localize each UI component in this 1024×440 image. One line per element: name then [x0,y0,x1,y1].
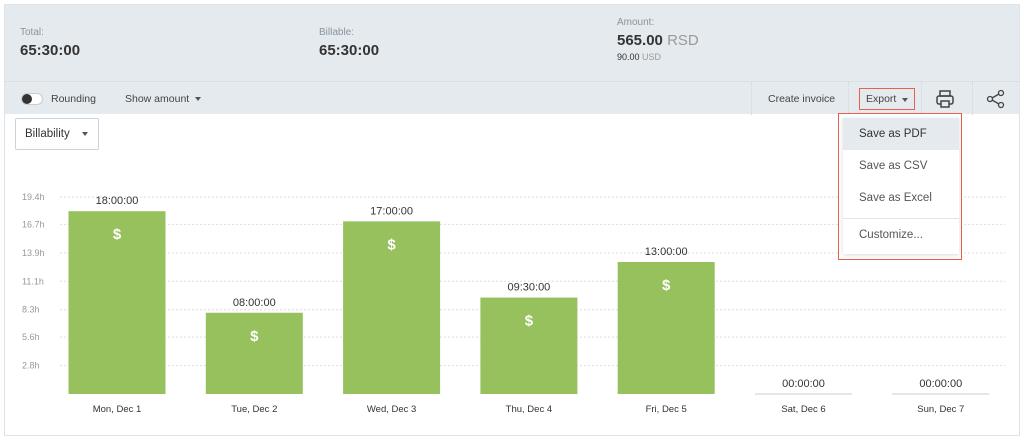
x-tick-label: Sun, Dec 7 [917,404,964,415]
x-tick-label: Wed, Dec 3 [367,404,416,415]
toolbar: Rounding Show amount Create invoice Expo… [5,81,1019,115]
amount-stat: Amount: 565.00 RSD 90.00 USD [617,17,699,62]
rounding-label: Rounding [51,92,96,105]
printer-icon [936,89,954,108]
bar [480,297,578,394]
share-button[interactable] [986,82,1006,115]
total-value: 65:30:00 [20,42,81,59]
divider [751,82,752,115]
show-amount-label: Show amount [125,92,190,105]
y-tick-label: 11.1h [22,276,44,286]
amount-value: 565.00 [617,32,663,49]
export-button[interactable]: Export [859,82,916,115]
billable-dollar-icon: $ [387,236,396,253]
summary-bar: Total: 65:30:00 Billable: 65:30:00 Amoun… [5,5,1019,81]
divider [921,82,922,115]
divider [848,82,849,115]
caret-down-icon [902,97,909,102]
billable-dollar-icon: $ [250,328,259,345]
billable-dollar-icon: $ [113,226,122,243]
y-tick-label: 5.6h [22,332,40,342]
total-label: Total: [20,27,44,38]
bar-value-label: 00:00:00 [782,378,825,390]
bar-value-label: 17:00:00 [370,205,413,217]
billable-dollar-icon: $ [525,313,534,330]
x-tick-label: Fri, Dec 5 [646,404,687,415]
x-tick-label: Thu, Dec 4 [506,404,552,415]
bar-value-label: 09:30:00 [507,282,550,294]
menu-item-save-excel[interactable]: Save as Excel [859,192,932,204]
bar-value-label: 18:00:00 [96,195,139,207]
print-button[interactable] [935,82,955,115]
y-tick-label: 13.9h [22,248,45,258]
create-invoice-label: Create invoice [768,92,836,105]
x-tick-label: Sat, Dec 6 [781,404,825,415]
bar-value-label: 00:00:00 [919,378,962,390]
billability-dropdown[interactable]: Billability [15,118,99,150]
y-tick-label: 16.7h [22,219,45,229]
bar-value-label: 13:00:00 [645,246,688,258]
rounding-toggle[interactable]: Rounding [21,82,96,115]
amount-label: Amount: [617,17,655,28]
amount-currency: RSD [667,32,699,49]
bar [205,312,303,394]
share-icon [986,89,1005,108]
bar [343,221,441,394]
export-label: Export [866,92,897,105]
caret-down-icon [81,132,88,136]
y-tick-label: 8.3h [22,305,40,315]
caret-down-icon [195,96,202,101]
billable-dollar-icon: $ [662,277,671,294]
show-amount-dropdown[interactable]: Show amount [125,82,202,115]
export-menu: Save as PDF Save as CSV Save as Excel Cu… [838,113,962,260]
menu-item-save-pdf[interactable]: Save as PDF [843,118,959,150]
bar-value-label: 08:00:00 [233,297,276,309]
total-stat: Total: 65:30:00 [20,27,80,59]
bar [617,261,715,394]
toggle-switch[interactable] [21,92,43,105]
x-tick-label: Tue, Dec 2 [231,404,277,415]
billability-label: Billability [25,128,70,140]
y-tick-label: 2.8h [22,361,40,371]
create-invoice-button[interactable]: Create invoice [768,82,835,115]
amount-secondary-currency: USD [642,52,662,62]
y-tick-label: 19.4h [22,192,45,202]
billable-label: Billable: [319,27,355,38]
bar [68,211,166,394]
billable-stat: Billable: 65:30:00 [319,27,379,59]
menu-item-save-csv[interactable]: Save as CSV [859,160,928,172]
billable-value: 65:30:00 [319,42,380,59]
amount-secondary: 90.00 [617,52,640,62]
menu-item-customize[interactable]: Customize... [843,218,959,250]
x-tick-label: Mon, Dec 1 [93,404,142,415]
divider [972,82,973,115]
